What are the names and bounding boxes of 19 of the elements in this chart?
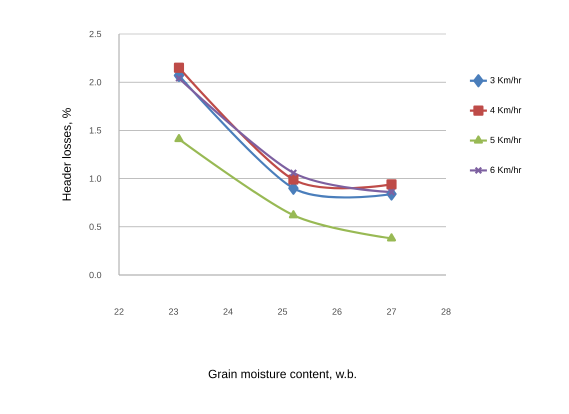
legend-label: 5 Km/hr [490, 136, 522, 144]
y-tick-label: 0.5 [89, 224, 102, 230]
x-tick-label: 28 [441, 308, 451, 315]
x-axis-title: Grain moisture content, w.b. [208, 369, 356, 380]
y-tick-label: 2.5 [90, 30, 102, 38]
x-tick-label: 26 [332, 308, 342, 315]
y-tick-label: 1.5 [90, 127, 102, 134]
x-tick-label: 24 [223, 308, 233, 315]
legend-label: 4 Km/hr [490, 106, 522, 114]
x-tick-label: 22 [114, 308, 124, 315]
y-tick-label: 1.0 [90, 175, 102, 182]
y-axis-title: Header losses, % [62, 108, 72, 200]
legend-label: 6 Km/hr [490, 166, 522, 174]
x-tick-label: 27 [386, 308, 396, 315]
x-tick-label: 23 [168, 308, 178, 315]
legend-label: 3 Km/hr [490, 76, 522, 84]
y-tick-label: 0.0 [89, 272, 102, 278]
x-tick-label: 25 [278, 308, 288, 315]
y-tick-label: 2.0 [90, 79, 102, 86]
